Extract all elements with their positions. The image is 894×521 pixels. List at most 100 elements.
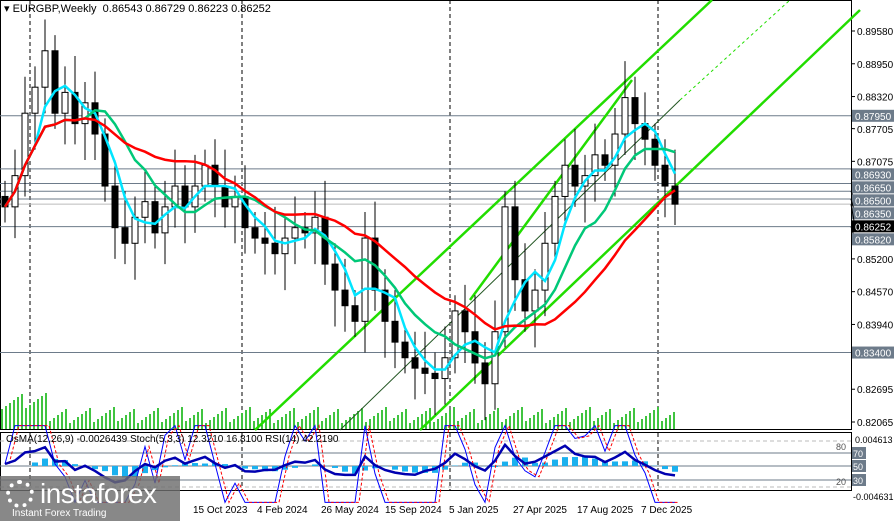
osma-bar [192, 463, 198, 466]
price-level-box [852, 181, 894, 194]
ma-slow-line [3, 117, 676, 331]
current-price-label: 0.86252 [855, 222, 892, 233]
price-level-box [852, 207, 894, 220]
candle-body [471, 331, 479, 364]
candle-body [131, 216, 139, 244]
osma-bar [332, 466, 338, 468]
sub-pane-border [0, 432, 852, 491]
y-tick-label: 0.87705 [857, 125, 894, 136]
price-level-box [852, 194, 894, 207]
osma-bar [422, 466, 428, 473]
candle-body [551, 195, 559, 244]
candle-body [41, 50, 49, 88]
osma-bar [292, 466, 298, 468]
candle-body [651, 138, 659, 166]
osma-bar [582, 456, 588, 466]
price-level-label: 0.86500 [855, 196, 892, 207]
trend-midline [339, 99, 681, 431]
y-tick-label: 0.88320 [857, 93, 894, 104]
candle-body [311, 216, 319, 234]
candle-body [201, 164, 209, 187]
candle-body [621, 97, 629, 135]
osma-bar [662, 466, 668, 470]
osma-bar [142, 466, 148, 474]
x-tick-label: 7 Dec 2025 [641, 505, 693, 516]
osma-bar [622, 461, 628, 466]
level-label: 80 [836, 442, 846, 452]
osma-bar [112, 466, 118, 476]
osma-bar [122, 466, 128, 478]
symbol-label: EURGBP,Weekly [12, 3, 97, 15]
logo-brand: instaforex [40, 478, 157, 509]
osma-bar [42, 458, 48, 466]
candle-body [601, 154, 609, 166]
main-pane-border [0, 0, 852, 430]
osma-bar [672, 466, 678, 472]
candle-body [401, 341, 409, 359]
y-tick-label: 0.82065 [857, 418, 894, 429]
candle-body [351, 305, 359, 322]
candle-body [151, 201, 159, 234]
level-box [852, 474, 866, 486]
y-tick-label: 0.84570 [857, 288, 894, 299]
x-tick-label: 5 Jan 2025 [449, 505, 499, 516]
price-level-box [852, 109, 894, 122]
candle-body [331, 263, 339, 291]
osma-bar [282, 466, 288, 470]
osma-bar [222, 464, 228, 466]
candle-body [431, 372, 439, 380]
candle-body [541, 242, 549, 291]
price-level-box [852, 168, 894, 181]
chart-header: ▾ EURGBP,Weekly 0.86543 0.86729 0.86223 … [4, 3, 271, 15]
logo-tagline: Instant Forex Trading [12, 508, 107, 519]
candle-body [251, 227, 259, 239]
osma-bar [102, 466, 108, 472]
osma-bar [32, 462, 38, 466]
osma-bar [572, 456, 578, 466]
sub-axis-bottom: -0.004631 [853, 492, 894, 502]
trend-midline-extension [679, 0, 791, 101]
x-tick-label: 15 Sep 2024 [385, 505, 442, 516]
gear-logo-icon [6, 480, 34, 508]
candle-body [141, 201, 149, 218]
y-tick-label: 0.87075 [857, 157, 894, 168]
instaforex-logo: instaforex Instant Forex Trading [0, 476, 180, 521]
osma-bar [342, 466, 348, 472]
candle-body [71, 91, 79, 125]
price-level-label: 0.87950 [855, 112, 892, 123]
y-tick-label: 0.83940 [857, 320, 894, 331]
candle-body [281, 237, 289, 255]
osma-bar [472, 462, 478, 466]
x-tick-label: 17 Aug 2025 [577, 505, 634, 516]
y-tick-label: 0.85200 [857, 255, 894, 266]
osma-bar [612, 461, 618, 466]
price-level-label: 0.85820 [855, 235, 892, 246]
osma-bar [372, 466, 378, 469]
osma-bar [512, 457, 518, 466]
candle-body [491, 331, 499, 385]
candle-body [561, 164, 569, 197]
candle-body [61, 91, 69, 114]
osma-bar [92, 466, 98, 470]
candle-body [411, 357, 419, 369]
candle-body [181, 185, 189, 208]
candle-body [121, 227, 129, 244]
candle-body [81, 102, 89, 125]
candle-body [261, 237, 269, 244]
candle-body [391, 320, 399, 343]
sub-axis-top: 0.004613 [855, 435, 893, 445]
price-level-label: 0.86350 [855, 209, 892, 220]
candle-body [481, 362, 489, 385]
osma-bar [252, 466, 258, 470]
osma-bar [632, 460, 638, 466]
x-tick-label: 27 Apr 2025 [513, 505, 567, 516]
candle-body [571, 164, 579, 187]
osma-bar [532, 462, 538, 466]
candle-body [461, 310, 469, 333]
osma-bar [202, 463, 208, 466]
candle-body [341, 289, 349, 307]
price-level-box [852, 346, 894, 359]
x-tick-label: 15 Oct 2023 [193, 505, 248, 516]
